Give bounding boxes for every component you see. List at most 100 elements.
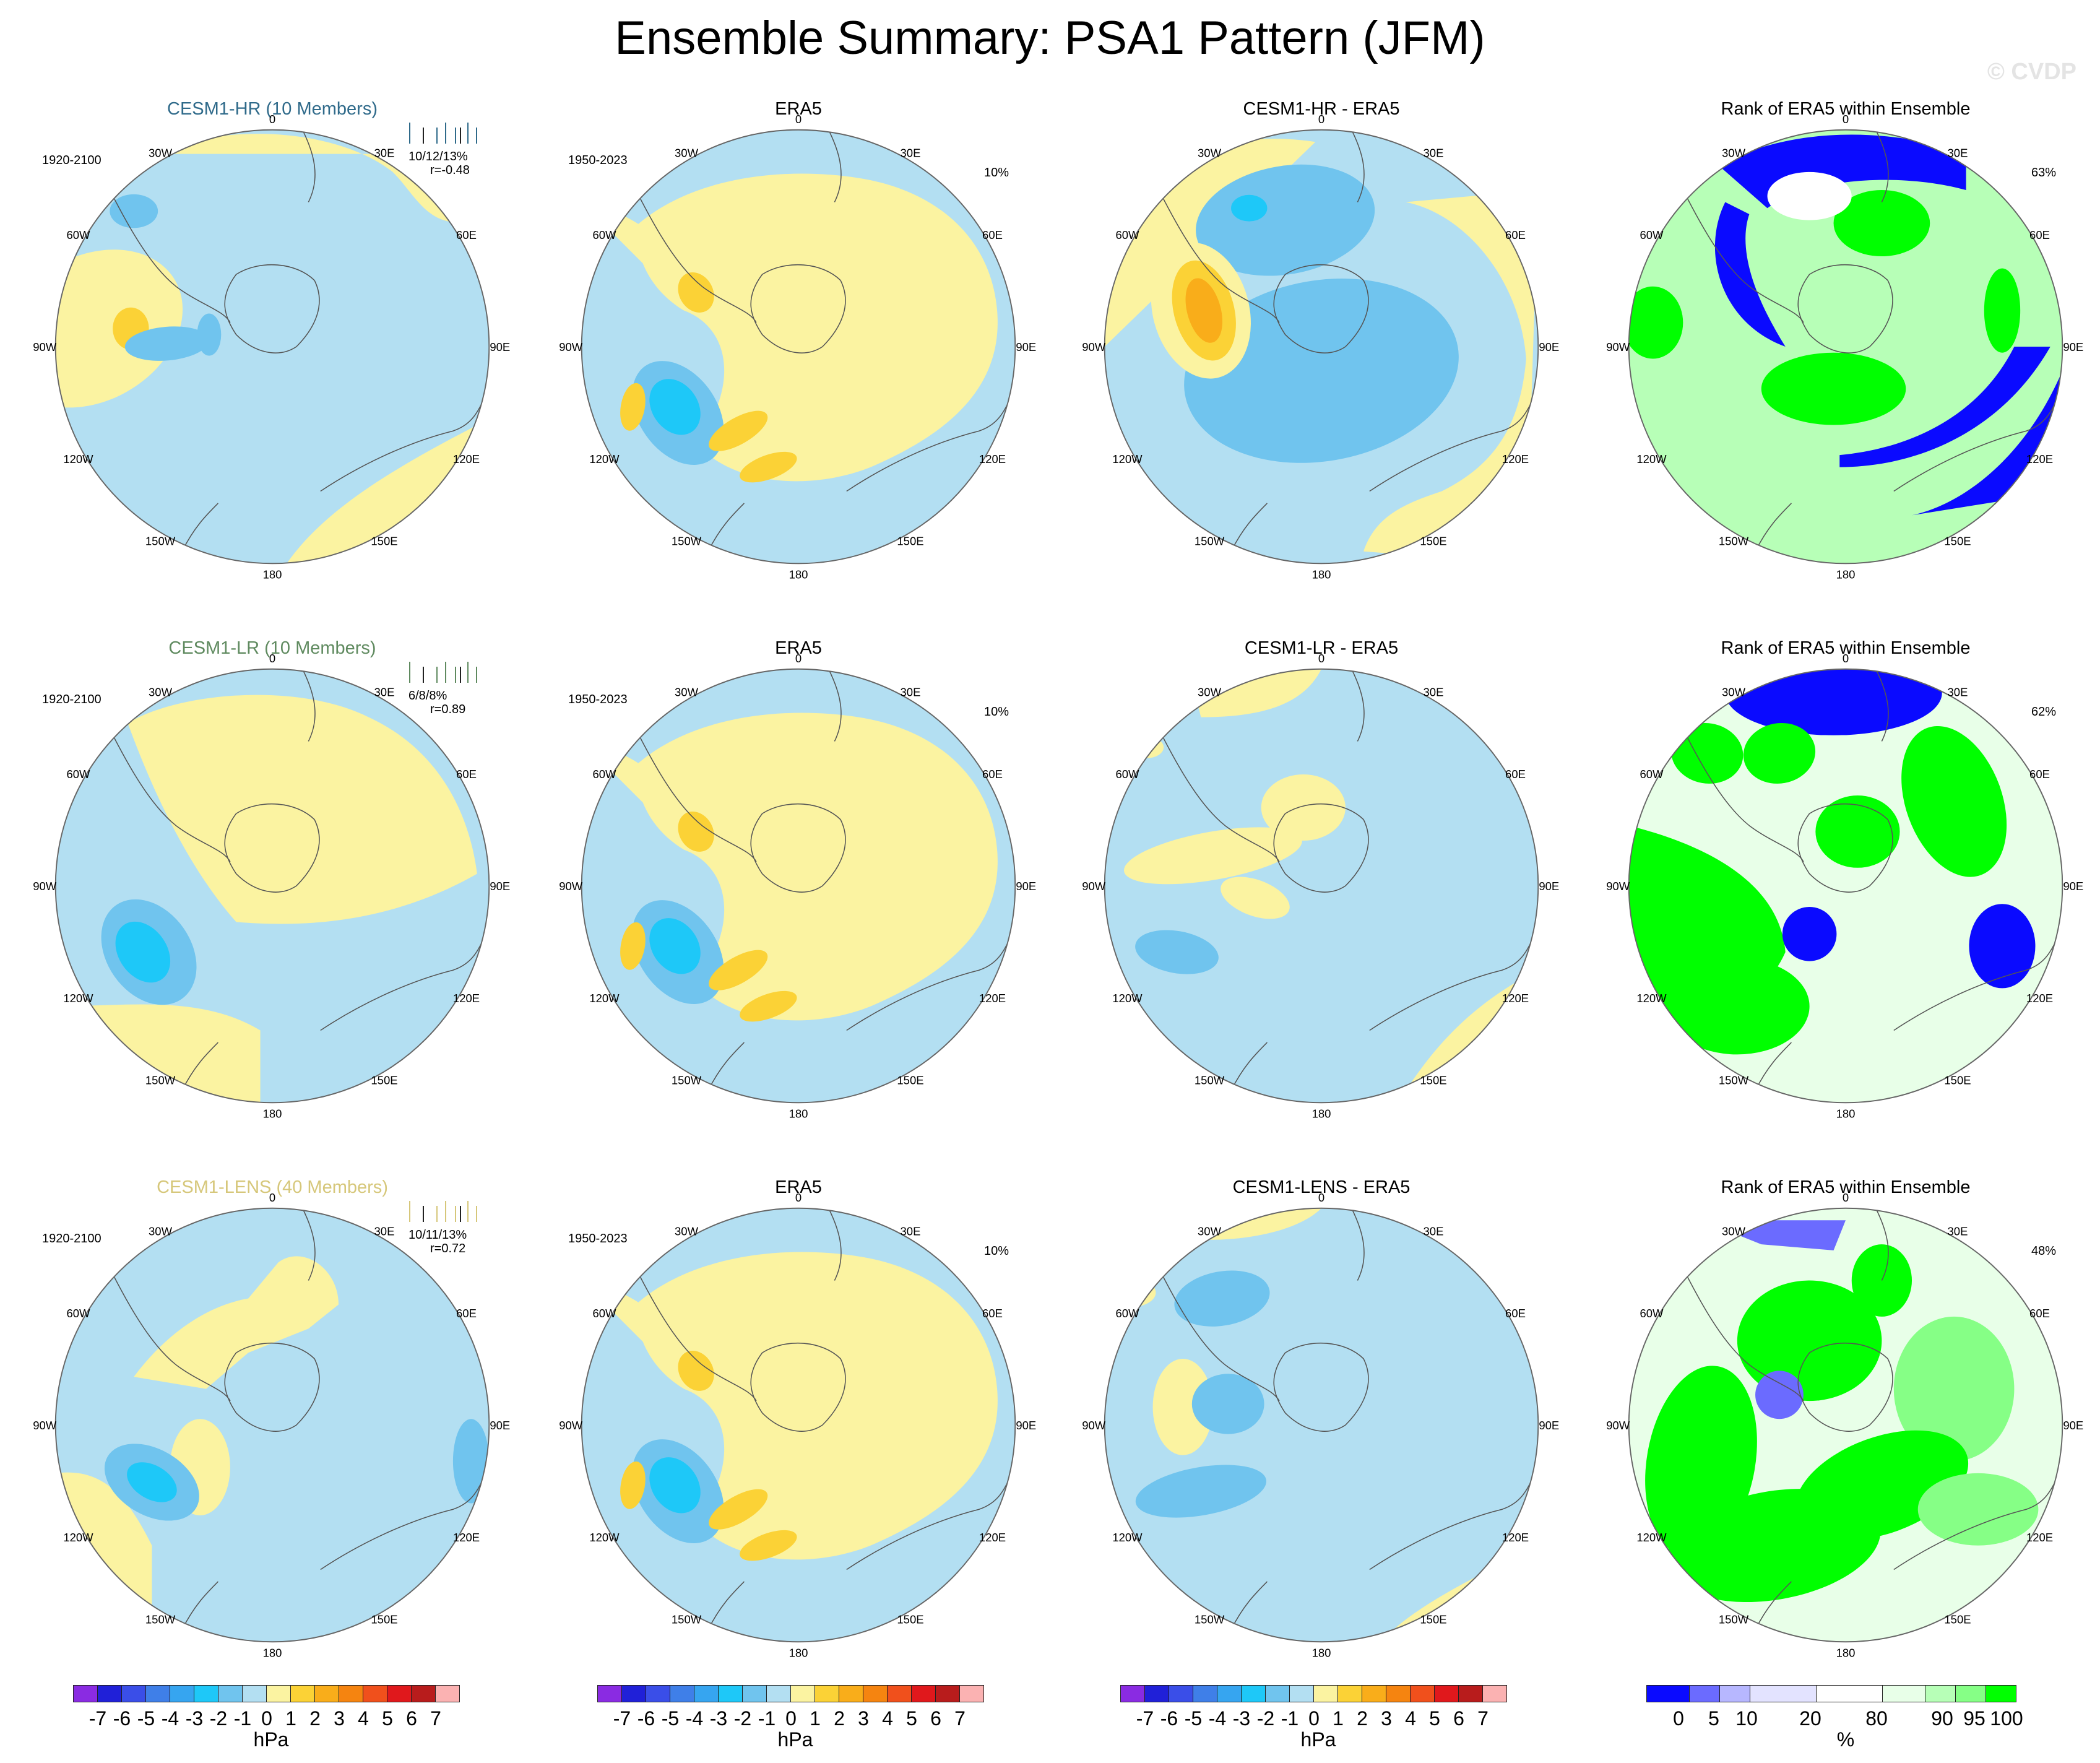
longitude-label: 0 [795,113,802,126]
contour-region [678,1350,714,1391]
longitude-label: 150W [145,534,176,547]
longitude-label: 150E [1420,534,1446,547]
colorbar-box [266,1685,291,1702]
longitude-label: 30W [1198,1224,1222,1237]
contour-region [452,1419,490,1504]
colorbar-box [959,1685,984,1702]
colorbar-tick-label: -1 [1281,1707,1299,1730]
colorbar-box [1816,1685,1883,1702]
longitude-label: 90E [2063,1419,2083,1432]
longitude-label: 150W [1195,1073,1225,1086]
colorbar-tick-label: -7 [89,1707,107,1730]
contour-region [1917,1473,2039,1546]
longitude-label: 60E [1505,228,1526,241]
ensemble-stats: 6/8/8% [408,689,447,703]
new-zealand-coastline [707,503,745,552]
longitude-label: 60W [1640,768,1664,781]
australia-coastline [1893,401,2057,492]
longitude-label: 150W [145,1613,176,1626]
panel-title: Rank of ERA5 within Ensemble [1721,638,1971,658]
contour-region [1191,1374,1264,1434]
colorbar-box [887,1685,912,1702]
colorbar-tick-label: -3 [1232,1707,1251,1730]
longitude-label: 30E [1948,685,1968,698]
longitude-label: 120W [1112,1531,1143,1544]
contour-region [1833,190,1930,257]
colorbar-tick-label: 10 [1735,1707,1758,1730]
map-boundary [1628,1207,2063,1643]
longitude-label: 30E [1424,1224,1444,1237]
longitude-label: 180 [263,1107,282,1120]
colorbar-tick-label: -3 [709,1707,728,1730]
longitude-label: 30E [374,685,395,698]
longitude-label: 150E [1944,534,1971,547]
longitude-label: 30E [901,685,921,698]
polar-map: 0 30E 60E 90E 120E 150E 180 150W 120W 90W 60W 30W [33,652,510,1120]
colorbar-tick-label: 20 [1799,1707,1821,1730]
ensemble-spread-ticks [409,1201,477,1222]
longitude-label: 120W [1636,992,1667,1005]
colorbar-tick-label: -3 [185,1707,204,1730]
colorbar-tick-label: 6 [1453,1707,1464,1730]
colorbar-tick-label: -4 [685,1707,704,1730]
contour-region [649,379,701,435]
colorbar-box [411,1685,436,1702]
colorbar-tick-label: 100 [1990,1707,2023,1730]
contour-region [134,1256,339,1389]
longitude-label: 60W [1116,228,1140,241]
colorbar-tick-label: 0 [1673,1707,1684,1730]
contour-region [1221,877,1290,919]
contour-region [620,383,646,431]
australia-coastline [1893,940,2057,1031]
longitude-label: 60W [1116,768,1140,781]
longitude-label: 30E [901,1224,921,1237]
longitude-label: 60E [2029,1307,2050,1320]
colorbar-tick-label: 7 [954,1707,966,1730]
colorbar-tick-label: 3 [858,1707,869,1730]
longitude-label: 120E [1502,1531,1529,1544]
longitude-label: 90W [33,340,57,353]
contour-region [115,921,171,983]
longitude-label: 180 [789,1107,808,1120]
colorbar-tick-label: -7 [613,1707,631,1730]
longitude-label: 60E [1505,1307,1526,1320]
panel-title: ERA5 [775,638,822,658]
south-america-coastline [1146,1244,1280,1401]
colorbar-box [1955,1685,1986,1702]
panel-rank: Rank of ERA5 within Ensemble 62% 0 30E 60E 90… [1598,638,2093,1177]
australia-coastline [1893,1479,2057,1570]
contour-region [197,313,222,356]
contour-region [709,410,768,451]
contour-region [649,1457,701,1514]
colorbar-tick-label: -6 [637,1707,655,1730]
longitude-label: 60E [982,768,1003,781]
colorbar-tick-label: -5 [661,1707,680,1730]
panel-title: Rank of ERA5 within Ensemble [1721,99,1971,119]
longitude-label: 30W [1198,685,1222,698]
longitude-label: 0 [795,1191,802,1204]
colorbar-box [863,1685,888,1702]
contour-region [1628,286,1683,359]
longitude-label: 120E [453,1531,480,1544]
contour-region [1969,904,2036,989]
longitude-label: 30W [1722,1224,1746,1237]
longitude-label: 60W [593,1307,617,1320]
panel-title: CESM1-HR (10 Members) [167,99,378,119]
year-range: 1920-2100 [42,1232,102,1245]
longitude-label: 90E [490,340,510,353]
contour-region [1839,347,2050,467]
panel-rank: Rank of ERA5 within Ensemble 48% 0 30E 60E 90… [1598,1177,2093,1716]
colorbar-tick-label: 1 [810,1707,821,1730]
colorbar-tick-label: 95 [1963,1707,1985,1730]
percent-variance: 10% [984,705,1009,719]
colorbar-box [387,1685,412,1702]
longitude-label: 150E [1420,1613,1446,1626]
colorbar-box [839,1685,863,1702]
map-boundary [581,1207,1016,1643]
colorbar-tick-label: 2 [1357,1707,1368,1730]
map-boundary [1104,668,1539,1104]
longitude-label: 120E [2026,1531,2053,1544]
south-america-coastline [1146,704,1280,862]
colorbar-tick-label: 7 [1477,1707,1489,1730]
africa-coastline [1875,129,1889,202]
